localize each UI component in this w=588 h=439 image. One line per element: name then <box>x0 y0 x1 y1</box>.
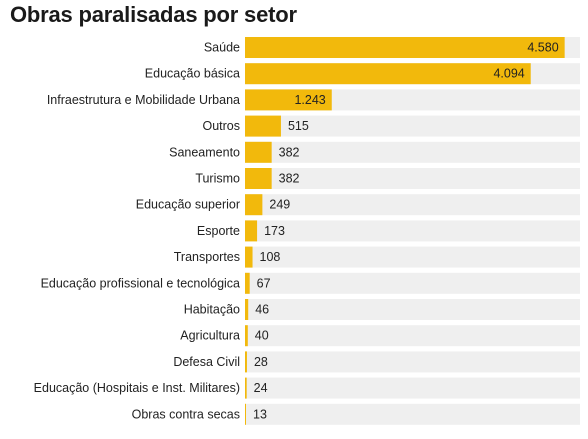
value-label: 1.243 <box>294 93 325 107</box>
bar-track <box>245 325 580 347</box>
category-label: Agricultura <box>180 329 240 343</box>
value-label: 515 <box>288 119 309 133</box>
bar-track <box>245 299 580 320</box>
value-label: 28 <box>254 355 268 369</box>
category-label: Esporte <box>197 224 240 238</box>
category-label: Saneamento <box>169 145 240 159</box>
bar <box>245 272 250 294</box>
bar <box>245 115 281 137</box>
bar <box>245 89 332 111</box>
value-label: 13 <box>253 407 267 421</box>
value-label: 40 <box>255 329 269 343</box>
category-label: Turismo <box>195 172 240 186</box>
category-label: Defesa Civil <box>173 355 240 369</box>
category-label: Outros <box>202 119 240 133</box>
value-label: 382 <box>279 145 300 159</box>
bar-track <box>245 246 580 268</box>
bar-track <box>245 115 580 137</box>
category-label: Obras contra secas <box>132 407 240 421</box>
bar <box>245 63 531 85</box>
bar <box>245 351 247 373</box>
bar <box>245 299 249 320</box>
bar-track <box>245 403 580 425</box>
bar <box>245 220 258 242</box>
value-label: 173 <box>264 224 285 238</box>
bar <box>245 37 565 58</box>
category-label: Educação profissional e tecnológica <box>41 276 240 290</box>
value-label: 67 <box>257 276 271 290</box>
bar-track <box>245 141 580 163</box>
category-label: Educação básica <box>145 67 240 81</box>
category-label: Transportes <box>174 250 240 264</box>
category-label: Educação (Hospitais e Inst. Militares) <box>34 381 240 395</box>
bar-track <box>245 272 580 294</box>
bar <box>245 325 248 347</box>
bar-track <box>245 220 580 242</box>
bar <box>245 377 247 399</box>
category-label: Habitação <box>184 303 240 317</box>
bar <box>245 168 272 189</box>
category-label: Saúde <box>204 41 240 55</box>
bar-track <box>245 168 580 189</box>
bar-track <box>245 351 580 373</box>
bar <box>245 141 272 163</box>
bar <box>245 194 263 216</box>
chart-title: Obras paralisadas por setor <box>10 2 297 27</box>
bar-track <box>245 377 580 399</box>
bar <box>245 403 246 425</box>
value-label: 46 <box>255 303 269 317</box>
value-label: 4.580 <box>527 41 558 55</box>
category-label: Educação superior <box>136 198 240 212</box>
value-label: 249 <box>269 198 290 212</box>
value-label: 108 <box>260 250 281 264</box>
value-label: 24 <box>254 381 268 395</box>
bar <box>245 246 253 268</box>
value-label: 4.094 <box>493 67 524 81</box>
value-label: 382 <box>279 172 300 186</box>
bar-track <box>245 194 580 216</box>
category-label: Infraestrutura e Mobilidade Urbana <box>47 93 240 107</box>
